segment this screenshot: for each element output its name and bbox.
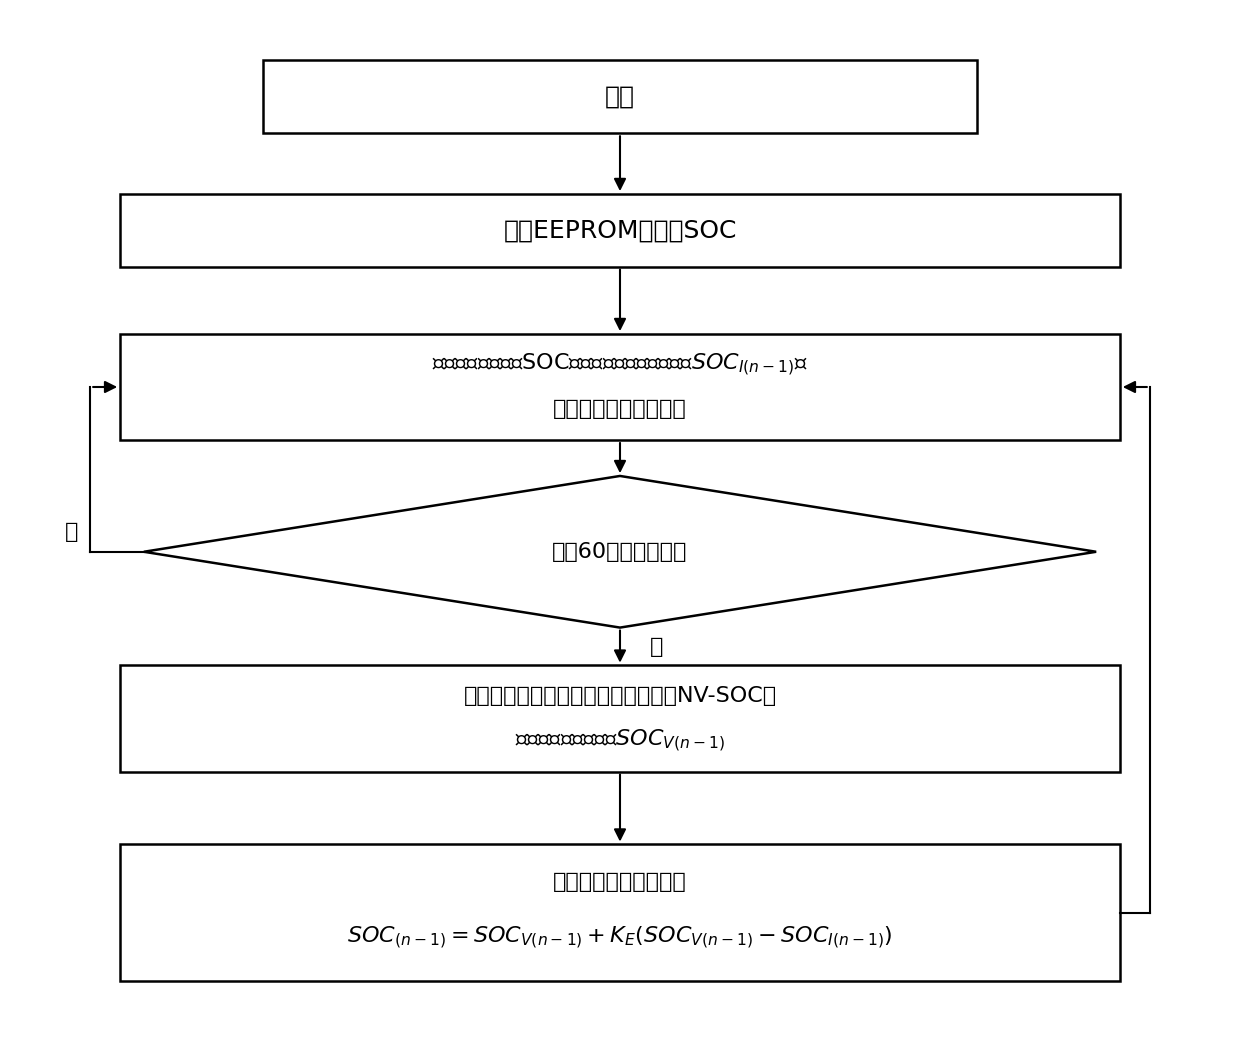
Text: 开始: 开始 [605,85,635,108]
Text: 由平均电压查表得到$SOC_{V(n-1)}$: 由平均电压查表得到$SOC_{V(n-1)}$ [515,728,725,754]
Text: 计算当前的剩余容量：: 计算当前的剩余容量： [553,872,687,892]
Text: 到达60秒计算周期？: 到达60秒计算周期？ [552,542,688,561]
Text: 计算电流、电压平均值: 计算电流、电压平均值 [553,399,687,419]
Bar [263,60,977,134]
Text: $SOC_{(n-1)}=SOC_{V(n-1)}+K_E(SOC_{V(n-1)}-SOC_{I(n-1)})$: $SOC_{(n-1)}=SOC_{V(n-1)}+K_E(SOC_{V(n-1… [347,925,893,951]
Text: 否: 否 [64,521,78,541]
Text: 根据计算的平均电流合成新的曲线表NV-SOC，: 根据计算的平均电流合成新的曲线表NV-SOC， [464,687,776,707]
Bar [120,334,1120,440]
Bar [120,665,1120,772]
Text: 读取EEPROM保存的SOC: 读取EEPROM保存的SOC [503,218,737,242]
Bar [120,194,1120,266]
Text: 在当前的剩余容量SOC的基础上，电荷积分计算$SOC_{I(n-1)}$，: 在当前的剩余容量SOC的基础上，电荷积分计算$SOC_{I(n-1)}$， [432,352,808,378]
Polygon shape [144,476,1096,628]
Bar [120,845,1120,981]
Text: 是: 是 [650,637,663,656]
